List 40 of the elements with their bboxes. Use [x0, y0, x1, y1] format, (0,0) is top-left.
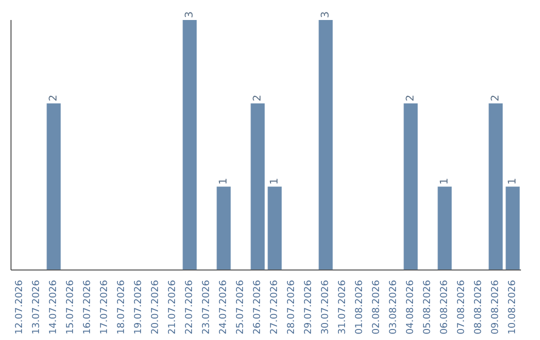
data-label: 2	[490, 94, 502, 102]
x-tick-label: 03.08.2026	[388, 280, 399, 334]
x-tick-label: 22.07.2026	[184, 280, 195, 334]
x-tick-label: 21.07.2026	[167, 280, 178, 334]
x-tick-label: 24.07.2026	[218, 280, 229, 334]
data-label: 3	[184, 11, 196, 18]
x-tick-label: 19.07.2026	[133, 280, 144, 334]
x-tick-label: 04.08.2026	[405, 280, 416, 334]
data-label: 3	[320, 11, 332, 18]
data-label: 2	[252, 94, 264, 102]
data-label: 2	[404, 94, 417, 102]
x-tick-label: 01.08.2026	[354, 280, 365, 334]
x-tick-label: 15.07.2026	[65, 280, 76, 334]
x-tick-label: 27.07.2026	[269, 280, 280, 334]
x-tick-label: 26.07.2026	[252, 280, 263, 334]
x-tick-label: 13.07.2026	[31, 280, 42, 334]
x-tick-label: 16.07.2026	[82, 280, 93, 334]
x-tick-label: 02.08.2026	[371, 280, 382, 334]
x-tick-label: 08.08.2026	[473, 280, 484, 334]
x-tick-label: 28.07.2026	[286, 280, 297, 334]
x-tick-label: 12.07.2026	[14, 280, 25, 334]
x-tick-label: 09.08.2026	[490, 280, 501, 334]
x-tick-label: 17.07.2026	[99, 280, 110, 334]
x-tick-label: 18.07.2026	[116, 280, 127, 334]
x-tick-label: 31.07.2026	[337, 280, 348, 334]
x-tick-label: 20.07.2026	[150, 280, 161, 334]
x-tick-label: 25.07.2026	[235, 280, 246, 334]
data-label: 1	[218, 178, 230, 185]
x-tick-label: 23.07.2026	[201, 280, 212, 334]
data-label: 1	[506, 178, 519, 185]
data-label: 2	[48, 94, 60, 102]
x-tick-label: 07.08.2026	[456, 280, 467, 334]
x-tick-label: 14.07.2026	[48, 280, 59, 334]
x-tick-label: 06.08.2026	[439, 280, 450, 334]
data-label: 1	[268, 178, 281, 185]
x-tick-label: 05.08.2026	[422, 280, 433, 334]
x-tick-label: 30.07.2026	[320, 280, 331, 334]
data-label: 1	[438, 178, 451, 185]
x-tick-label: 29.07.2026	[303, 280, 314, 334]
x-tick-label: 10.08.2026	[507, 280, 518, 334]
